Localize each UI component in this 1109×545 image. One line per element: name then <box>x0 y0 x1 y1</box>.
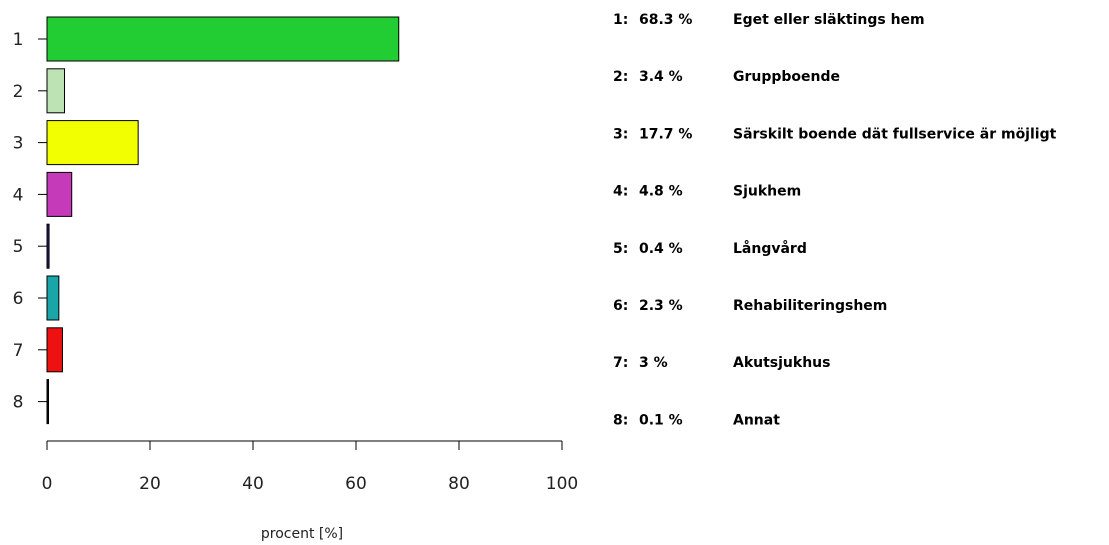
y-tick-label-8: 8 <box>13 393 24 413</box>
legend-label-3: Särskilt boende dät fullservice är möjli… <box>733 126 1057 142</box>
legend-index-2: 2: <box>613 69 628 85</box>
legend-value-7: 3 % <box>639 355 668 371</box>
legend: 1: 68.3 % Eget eller släktings hem 2: 3.4 % G… <box>613 12 1057 428</box>
y-tick-label-4: 4 <box>13 185 24 205</box>
legend-index-5: 5: <box>613 241 628 257</box>
bar-5 <box>46 223 50 269</box>
y-tick-label-1: 1 <box>13 30 24 50</box>
legend-index-1: 1: <box>613 12 628 28</box>
bar-4 <box>46 171 73 217</box>
legend-label-8: Annat <box>733 412 780 428</box>
legend-index-7: 7: <box>613 355 628 371</box>
legend-value-2: 3.4 % <box>639 69 683 85</box>
bar-8 <box>46 379 49 425</box>
y-tick-label-2: 2 <box>13 82 24 102</box>
x-tick-label-40: 40 <box>242 474 264 494</box>
y-tick-label-6: 6 <box>13 289 24 309</box>
bar-2 <box>46 68 66 114</box>
y-tick-label-5: 5 <box>13 237 24 257</box>
legend-value-3: 17.7 % <box>639 126 692 142</box>
x-tick-label-100: 100 <box>546 474 578 494</box>
legend-value-6: 2.3 % <box>639 298 683 314</box>
legend-value-4: 4.8 % <box>639 184 683 200</box>
legend-value-5: 0.4 % <box>639 241 683 257</box>
legend-value-8: 0.1 % <box>639 412 683 428</box>
x-tick-label-0: 0 <box>42 474 53 494</box>
legend-index-8: 8: <box>613 412 628 428</box>
bar-3 <box>46 120 139 166</box>
y-tick-label-7: 7 <box>13 341 24 361</box>
legend-value-1: 68.3 % <box>639 12 692 28</box>
x-tick-label-20: 20 <box>139 474 161 494</box>
legend-label-4: Sjukhem <box>733 184 801 200</box>
bars-layer <box>46 16 400 425</box>
bar-1 <box>46 16 400 62</box>
x-tick-label-80: 80 <box>448 474 470 494</box>
x-axis-title: procent [%] <box>261 526 343 542</box>
legend-label-6: Rehabiliteringshem <box>733 298 887 314</box>
legend-index-4: 4: <box>613 184 628 200</box>
legend-index-6: 6: <box>613 298 628 314</box>
bar-7 <box>46 327 63 373</box>
legend-label-2: Gruppboende <box>733 69 840 85</box>
legend-label-5: Långvård <box>733 240 807 257</box>
legend-label-1: Eget eller släktings hem <box>733 12 925 28</box>
y-tick-label-3: 3 <box>13 134 24 154</box>
legend-label-7: Akutsjukhus <box>733 355 830 371</box>
x-tick-label-60: 60 <box>345 474 367 494</box>
bar-6 <box>46 275 60 321</box>
legend-index-3: 3: <box>613 126 628 142</box>
